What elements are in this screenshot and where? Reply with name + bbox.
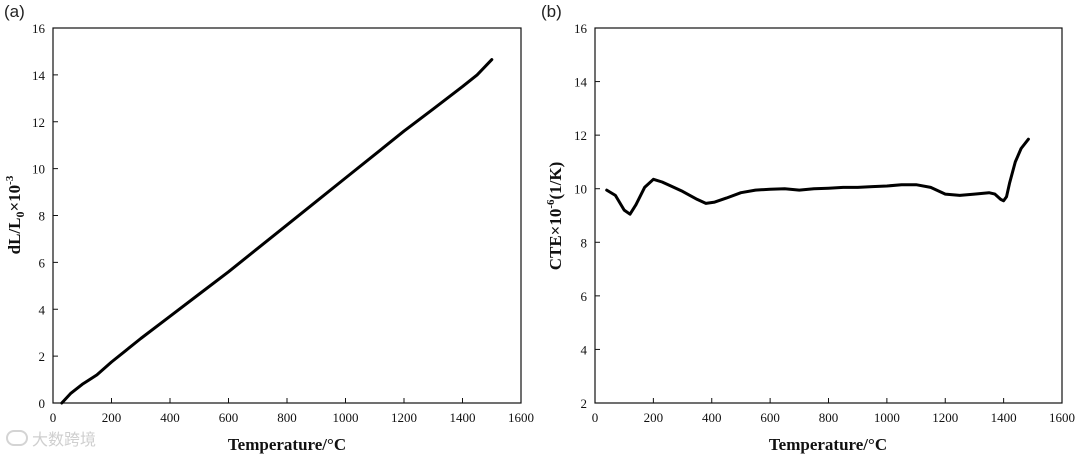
panel-b-x-tick-label: 0 — [592, 410, 599, 425]
panel-b-label: (b) — [541, 2, 562, 21]
panel-a-x-ticks: 0 200 400 600 800 1000 1200 1400 1600 — [50, 398, 534, 425]
panel-b-x-tick-label: 1400 — [991, 410, 1017, 425]
panel-b-x-tick-label: 200 — [644, 410, 664, 425]
panel-a-y-ticks: 0 2 4 6 8 10 12 14 16 — [32, 21, 58, 411]
watermark-logo-icon — [6, 430, 28, 446]
panel-b-y-tick-label: 14 — [574, 75, 588, 90]
panel-a-x-tick-label: 1200 — [391, 410, 417, 425]
panel-b-y-tick-label: 8 — [581, 235, 588, 250]
watermark: 大数跨境 — [6, 426, 96, 450]
panel-a-y-tick-label: 2 — [39, 349, 46, 364]
panel-b-y-tick-label: 2 — [581, 396, 588, 411]
panel-a-y-tick-label: 0 — [39, 396, 46, 411]
panel-a-y-tick-label: 12 — [32, 115, 45, 130]
panel-b-x-tick-label: 1200 — [932, 410, 958, 425]
panel-b-x-ticks: 0 200 400 600 800 1000 1200 1400 1600 — [592, 398, 1075, 425]
panel-a-x-tick-label: 800 — [277, 410, 297, 425]
panel-a-label: (a) — [4, 2, 25, 21]
chart-panel-b: (b) 0 200 400 600 800 1000 1200 1400 1600 2 4 6 8 10… — [541, 2, 1075, 454]
panel-a-x-tick-label: 1600 — [508, 410, 534, 425]
panel-b-x-tick-label: 1000 — [874, 410, 900, 425]
panel-a-x-tick-label: 200 — [102, 410, 122, 425]
panel-b-plot-frame — [594, 27, 1063, 404]
panel-b-x-tick-label: 600 — [760, 410, 780, 425]
panel-b-y-tick-label: 12 — [574, 128, 587, 143]
panel-a-plot-frame — [52, 27, 522, 404]
panel-a-y-tick-label: 6 — [39, 255, 46, 270]
panel-a-x-tick-label: 1000 — [333, 410, 359, 425]
panel-a-x-axis-title: Temperature/°C — [228, 435, 346, 454]
panel-b-x-tick-label: 800 — [819, 410, 839, 425]
panel-b-y-tick-label: 16 — [574, 21, 588, 36]
panel-b-y-tick-label: 6 — [581, 289, 588, 304]
panel-b-y-ticks: 2 4 6 8 10 12 14 16 — [574, 21, 600, 411]
panel-a-y-tick-label: 10 — [32, 162, 45, 177]
panel-a-y-tick-label: 8 — [39, 209, 46, 224]
panel-a-x-tick-label: 400 — [160, 410, 180, 425]
panel-a-x-tick-label: 0 — [50, 410, 57, 425]
panel-b-x-axis-title: Temperature/°C — [769, 435, 887, 454]
panel-b-y-tick-label: 10 — [574, 182, 587, 197]
panel-a-x-tick-label: 600 — [219, 410, 239, 425]
panel-b-y-tick-label: 4 — [581, 342, 588, 357]
panel-a-y-axis-title: dL/L0×10-3 — [4, 175, 27, 254]
panel-b-y-axis-title: CTE×10-6(1/K) — [545, 162, 565, 271]
panel-b-x-tick-label: 400 — [702, 410, 722, 425]
panel-b-series-line — [605, 137, 1030, 216]
panel-a-series-line — [60, 58, 494, 405]
panel-b-x-tick-label: 1600 — [1049, 410, 1075, 425]
panel-a-x-tick-label: 1400 — [450, 410, 476, 425]
panel-a-y-tick-label: 16 — [32, 21, 46, 36]
watermark-text: 大数跨境 — [32, 430, 97, 449]
panel-a-y-tick-label: 4 — [39, 302, 46, 317]
chart-panel-a: (a) 0 200 400 600 800 1000 1200 1400 1600 0 2 4 6 8 1… — [4, 2, 534, 454]
panel-a-y-tick-label: 14 — [32, 68, 46, 83]
